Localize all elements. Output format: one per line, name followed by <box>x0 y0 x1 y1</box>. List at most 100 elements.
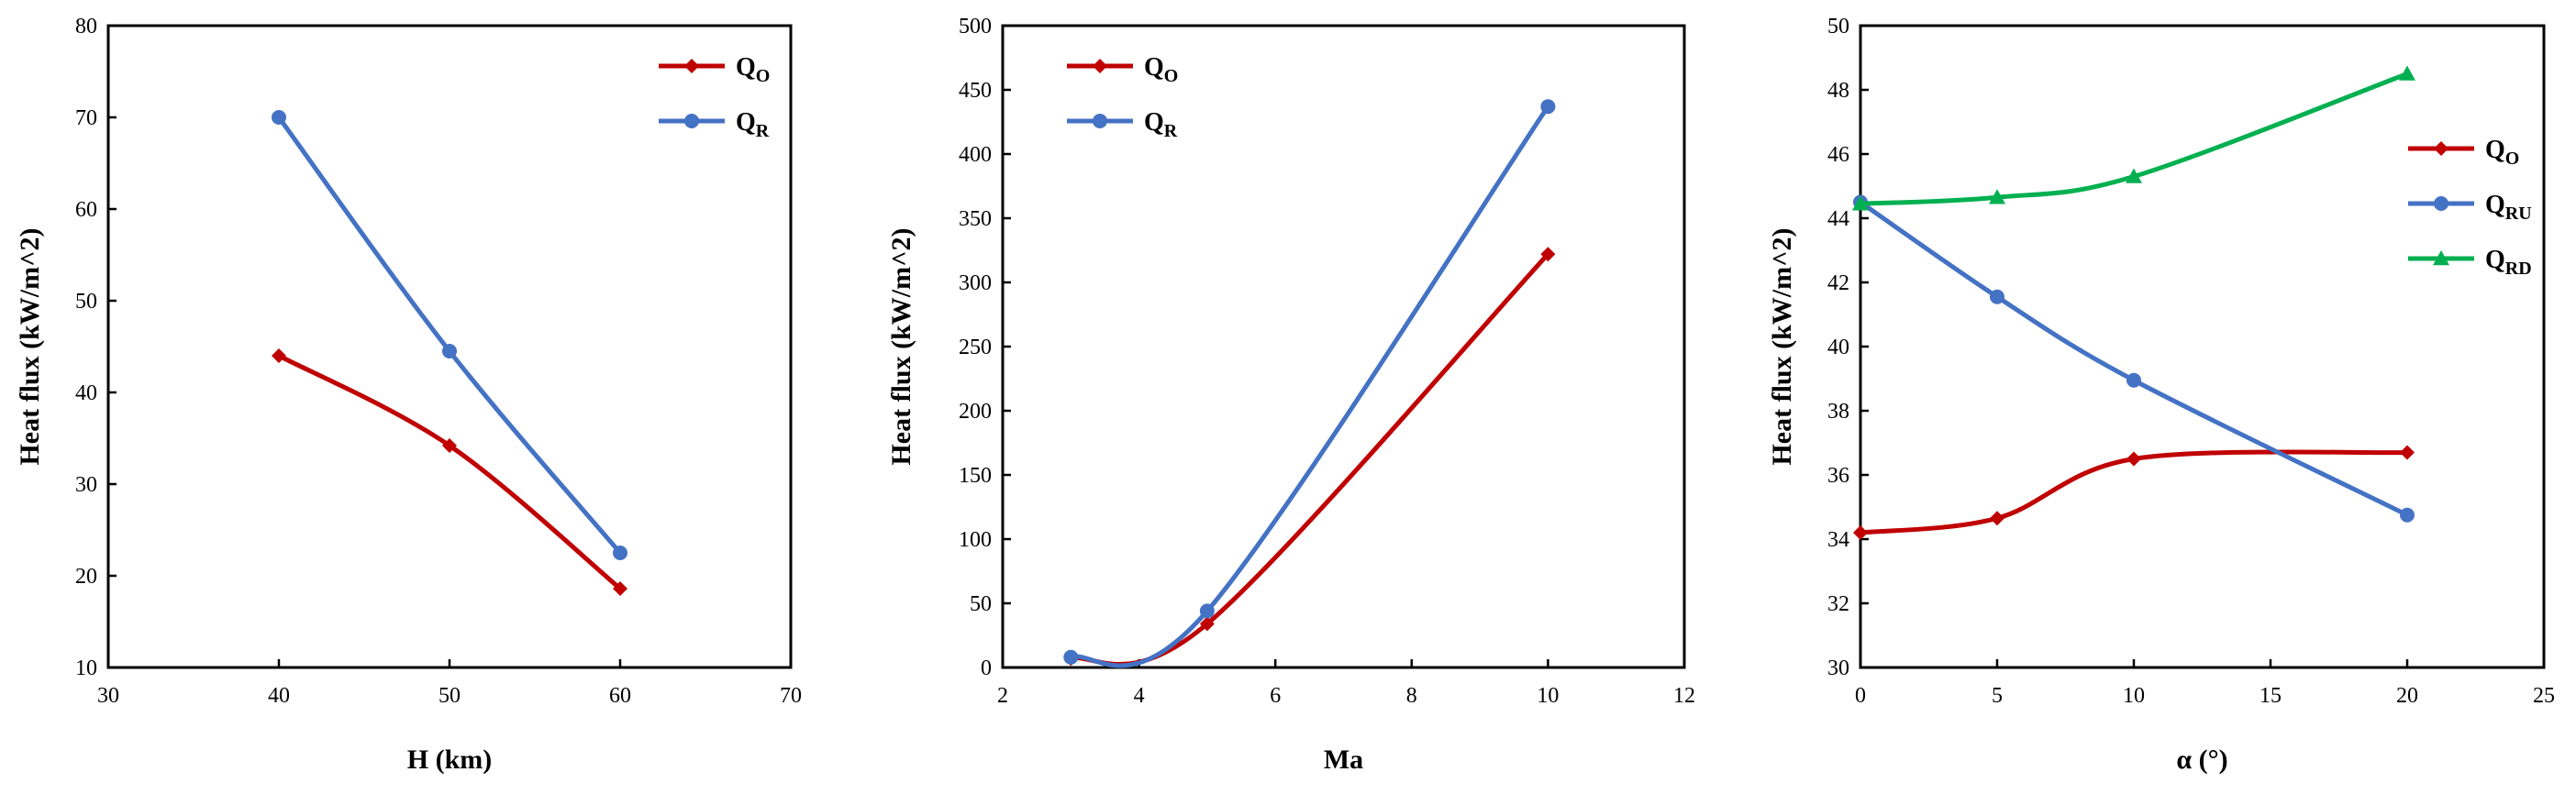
x-tick-label: 20 <box>2396 684 2418 708</box>
y-tick-label: 80 <box>75 15 97 39</box>
data-point-QR <box>442 344 457 358</box>
legend-marker <box>2433 250 2449 266</box>
y-tick-label: 30 <box>75 473 97 497</box>
legend-marker <box>684 59 699 73</box>
series-line-QR <box>276 115 623 556</box>
data-point-QRD <box>1989 189 2005 204</box>
y-tick-label: 100 <box>959 528 992 552</box>
y-tick-label: 400 <box>959 143 992 167</box>
y-tick-label: 250 <box>959 336 992 359</box>
y-tick-label: 38 <box>1827 400 1849 424</box>
x-axis-label: Ma <box>1324 744 1363 775</box>
y-tick-label: 50 <box>1827 15 1849 39</box>
legend-marker <box>1093 59 1107 73</box>
x-tick-label: 15 <box>2260 684 2282 708</box>
data-point-QRU <box>2400 507 2415 523</box>
series-QO <box>1853 445 2415 540</box>
y-tick-label: 34 <box>1827 528 1849 552</box>
y-tick-label: 450 <box>959 79 992 103</box>
legend-entry-QO: QO <box>1067 53 1178 86</box>
legend-label: QO <box>1144 53 1178 86</box>
y-tick-label: 0 <box>981 656 992 680</box>
x-tick-label: 10 <box>2123 684 2145 708</box>
data-point-QO <box>1853 525 1868 540</box>
legend-entry-QR: QR <box>659 108 770 141</box>
series-line-QO <box>276 353 623 591</box>
x-tick-label: 30 <box>97 684 119 708</box>
y-tick-label: 500 <box>959 15 992 39</box>
y-tick-label: 46 <box>1827 143 1849 167</box>
legend-entry-QRD: QRD <box>2408 246 2532 279</box>
data-point-QO <box>272 348 286 363</box>
y-tick-label: 300 <box>959 271 992 295</box>
data-point-QRU <box>1990 289 2004 304</box>
x-tick-label: 40 <box>268 684 290 708</box>
y-tick-label: 200 <box>959 400 992 424</box>
legend-marker <box>2434 196 2448 211</box>
series-QR <box>1063 99 1556 668</box>
y-axis-label: Heat flux (kW/m^2) <box>1767 227 1797 465</box>
legend-marker <box>2434 141 2448 156</box>
data-point-QR <box>1199 603 1215 619</box>
series-line-QO <box>1068 251 1550 667</box>
data-point-QR <box>272 110 286 125</box>
y-tick-label: 30 <box>1827 656 1849 680</box>
y-tick-label: 40 <box>1827 336 1849 359</box>
y-tick-label: 44 <box>1827 207 1849 231</box>
legend-entry-QRU: QRU <box>2408 191 2532 224</box>
x-axis-label: α (°) <box>2176 744 2227 775</box>
x-tick-label: 70 <box>780 684 802 708</box>
x-tick-label: 60 <box>609 684 631 708</box>
x-tick-label: 2 <box>997 684 1008 708</box>
data-point-QO <box>613 581 627 596</box>
y-tick-label: 10 <box>75 656 97 680</box>
x-tick-label: 25 <box>2533 684 2555 708</box>
series-line-QRU <box>1858 200 2410 518</box>
x-tick-label: 5 <box>1992 684 2003 708</box>
data-point-QO <box>2126 451 2141 467</box>
data-point-QR <box>1063 649 1079 665</box>
legend-label: QRD <box>2485 246 2532 279</box>
series-line-QR <box>1068 104 1550 668</box>
chart-angle-of-attack: 30 32 34 36 38 40 42 44 46 48 50 0 5 10 15 20 25 α (°) Hea… <box>1767 15 2555 775</box>
data-point-QRD <box>1852 195 1869 211</box>
series-QRD <box>1852 65 2415 211</box>
data-point-QRU <box>2126 372 2141 388</box>
x-tick-label: 10 <box>1537 684 1559 708</box>
legend-label: QO <box>2485 136 2519 169</box>
legend-entry-QO: QO <box>659 53 770 86</box>
data-point-QO <box>1199 616 1215 632</box>
x-tick-label: 12 <box>1673 684 1695 708</box>
data-point-QR <box>613 546 627 560</box>
y-tick-label: 350 <box>959 207 992 231</box>
y-axis-label: Heat flux (kW/m^2) <box>15 227 45 465</box>
y-tick-label: 70 <box>75 106 97 130</box>
y-tick-label: 32 <box>1827 592 1849 616</box>
legend-label: QR <box>1144 108 1178 141</box>
x-tick-label: 4 <box>1134 684 1145 708</box>
series-line-QRD <box>1858 72 2410 206</box>
series-line-QO <box>1858 449 2410 535</box>
x-tick-label: 0 <box>1855 684 1866 708</box>
chart-altitude: 10 20 30 40 50 60 70 80 30 40 50 60 70 H (km) Heat flu… <box>15 15 802 775</box>
series-QRU <box>1853 194 2415 523</box>
legend-marker <box>1093 114 1107 128</box>
series-QO <box>272 348 627 596</box>
series-QO <box>1063 247 1556 667</box>
y-tick-label: 48 <box>1827 79 1849 103</box>
legend-entry-QR: QR <box>1067 108 1178 141</box>
y-axis-label: Heat flux (kW/m^2) <box>886 227 916 465</box>
data-point-QR <box>1540 99 1556 115</box>
data-point-QO <box>1990 511 2004 526</box>
series-QR <box>272 110 627 560</box>
data-point-QO <box>442 438 457 453</box>
data-point-QRD <box>2126 168 2142 183</box>
y-tick-label: 150 <box>959 464 992 488</box>
data-point-QO <box>1540 247 1556 262</box>
data-point-QO <box>2400 445 2415 460</box>
data-point-QRD <box>2399 65 2415 81</box>
y-tick-label: 36 <box>1827 464 1849 488</box>
legend-entry-QO: QO <box>2408 136 2519 169</box>
y-tick-label: 40 <box>75 381 97 405</box>
